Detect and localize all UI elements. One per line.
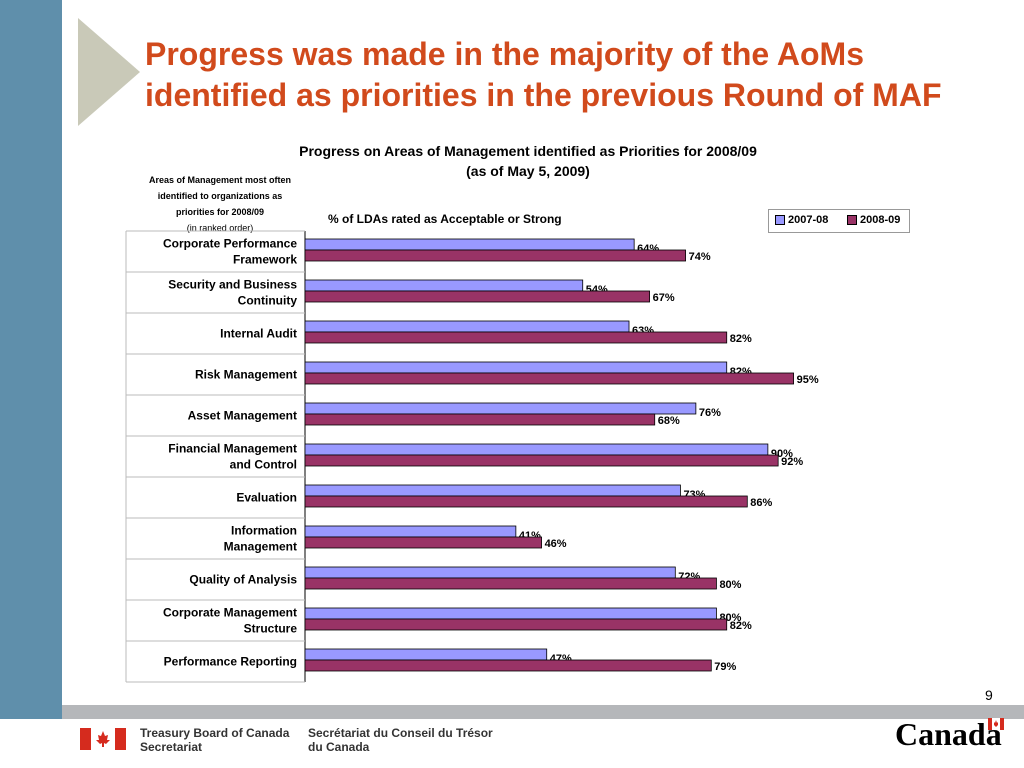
data-label: 86% xyxy=(750,497,772,509)
wordmark-flag-icon xyxy=(988,718,1004,730)
legend-swatch xyxy=(775,215,785,225)
bar-2007-08 xyxy=(304,648,548,661)
bar-2007-08 xyxy=(304,484,681,497)
slide-title: Progress was made in the majority of the… xyxy=(145,36,942,113)
bar-2008-09 xyxy=(304,659,712,672)
legend-item-2008-09: 2008-09 xyxy=(847,214,900,226)
category-label: Risk Management xyxy=(195,368,297,382)
category-label: Information xyxy=(231,524,297,538)
category-header-line: identified to organizations as xyxy=(157,191,283,201)
canada-flag-icon xyxy=(80,728,126,750)
data-label: 80% xyxy=(719,579,741,591)
category-label: and Control xyxy=(230,458,297,472)
bar-2008-09 xyxy=(304,331,728,344)
data-label: 95% xyxy=(797,374,819,386)
footer-strip xyxy=(0,705,1024,719)
page-number: 9 xyxy=(985,687,993,703)
category-header-note: (in ranked order) xyxy=(186,223,254,233)
data-label: 82% xyxy=(730,620,752,632)
department-name-en-line: Secretariat xyxy=(140,740,203,754)
bar-2007-08 xyxy=(304,402,697,415)
bar-2007-08 xyxy=(304,361,728,374)
category-header-line: priorities for 2008/09 xyxy=(175,207,265,217)
category-header: Areas of Management most often identifie… xyxy=(130,172,310,236)
data-label: 82% xyxy=(730,333,752,345)
department-name-en-line: Treasury Board of Canada xyxy=(140,726,290,740)
department-name-fr: Secrétariat du Conseil du Trésor du Cana… xyxy=(308,726,493,754)
data-label: 74% xyxy=(689,251,711,263)
bar-2007-08 xyxy=(304,566,676,579)
bar-2007-08 xyxy=(304,320,630,333)
legend-label: 2007-08 xyxy=(788,214,829,226)
category-label: Quality of Analysis xyxy=(189,573,297,587)
category-label: Framework xyxy=(233,253,297,267)
bar-2008-09 xyxy=(304,577,717,590)
category-header-line: Areas of Management most often xyxy=(148,175,292,185)
chart-legend: 2007-08 2008-09 xyxy=(768,209,910,233)
footer xyxy=(62,719,1024,768)
bar-2008-09 xyxy=(304,618,728,631)
category-label: Corporate Management xyxy=(163,606,297,620)
legend-label: 2008-09 xyxy=(860,214,901,226)
category-label: Structure xyxy=(244,622,298,636)
bar-2007-08 xyxy=(304,607,717,620)
category-label: Continuity xyxy=(238,294,298,308)
bar-2007-08 xyxy=(304,525,517,538)
bar-2008-09 xyxy=(304,413,656,426)
category-label: Financial Management xyxy=(168,442,297,456)
bar-2008-09 xyxy=(304,454,779,467)
bar-2008-09 xyxy=(304,536,542,549)
data-label: 68% xyxy=(658,415,680,427)
department-name-en: Treasury Board of Canada Secretariat xyxy=(140,726,289,754)
value-axis-label: % of LDAs rated as Acceptable or Strong xyxy=(328,212,562,226)
category-label: Management xyxy=(224,540,297,554)
bar-2008-09 xyxy=(304,290,650,303)
department-name-fr-line: du Canada xyxy=(308,740,370,754)
bar-chart: Corporate PerformanceFramework64%74%Secu… xyxy=(125,230,819,683)
bar-2008-09 xyxy=(304,495,748,508)
chevron-decoration xyxy=(78,18,140,126)
category-label: Internal Audit xyxy=(220,327,297,341)
sidebar-band xyxy=(0,0,62,705)
chart-subtitle: (as of May 5, 2009) xyxy=(466,163,590,179)
data-label: 67% xyxy=(653,292,675,304)
category-label: Evaluation xyxy=(236,491,297,505)
bar-2008-09 xyxy=(304,249,686,262)
data-label: 76% xyxy=(699,407,721,419)
category-label: Asset Management xyxy=(188,409,297,423)
bar-2007-08 xyxy=(304,238,635,251)
data-label: 92% xyxy=(781,456,803,468)
bar-2007-08 xyxy=(304,443,769,456)
category-label: Performance Reporting xyxy=(164,655,297,669)
footer-strip-accent xyxy=(0,705,62,719)
data-label: 79% xyxy=(714,661,736,673)
category-label: Corporate Performance xyxy=(163,237,297,251)
bar-2008-09 xyxy=(304,372,794,385)
bar-2007-08 xyxy=(304,279,584,292)
legend-item-2007-08: 2007-08 xyxy=(775,214,828,226)
category-label: Security and Business xyxy=(168,278,297,292)
chart-title: Progress on Areas of Management identifi… xyxy=(299,143,757,159)
legend-swatch xyxy=(847,215,857,225)
department-name-fr-line: Secrétariat du Conseil du Trésor xyxy=(308,726,493,740)
canada-wordmark: Canadä xyxy=(895,716,1002,752)
data-label: 46% xyxy=(545,538,567,550)
